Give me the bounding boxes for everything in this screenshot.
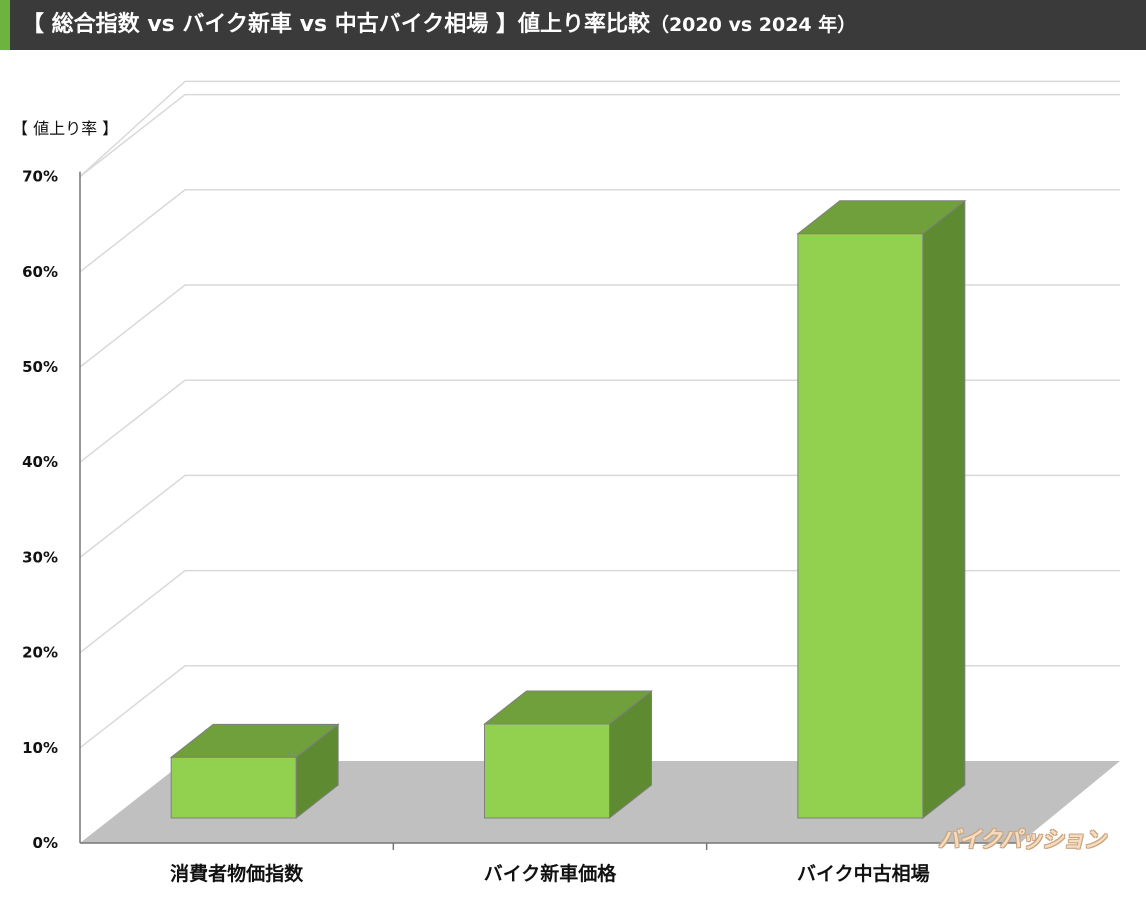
gridline: [79, 93, 1120, 178]
bar-side: [922, 199, 966, 820]
gridline: [79, 189, 1120, 273]
x-tick-label: 消費者物価指数: [170, 862, 304, 885]
x-tick-label: バイク中古相場: [797, 862, 930, 885]
y-tick-label: 20%: [22, 644, 58, 662]
y-tick-label: 50%: [22, 358, 58, 376]
gridline: [79, 80, 1120, 178]
y-tick-label: 60%: [22, 263, 58, 281]
y-tick-label: 40%: [22, 453, 58, 471]
bar: [170, 756, 297, 819]
watermark-logo: バイクパッション: [938, 828, 1105, 853]
y-tick-label: 10%: [22, 739, 58, 757]
chart-header: 【 総合指数 vs バイク新車 vs 中古バイク相場 】値上り率比較（2020 …: [0, 0, 1146, 50]
chart-title: 【 総合指数 vs バイク新車 vs 中古バイク相場 】値上り率比較（2020 …: [22, 0, 856, 50]
chart-title-suffix: （2020 vs 2024 年）: [649, 14, 857, 36]
bar: [484, 723, 610, 819]
y-tick-label: 30%: [22, 548, 58, 566]
y-tick-label: 70%: [22, 168, 58, 186]
y-tick-label: 0%: [33, 834, 58, 852]
header-accent-bar: [0, 0, 10, 50]
x-tick-label: バイク新車価格: [484, 862, 618, 885]
chart-title-main: 【 総合指数 vs バイク新車 vs 中古バイク相場 】値上り率比較: [22, 12, 650, 37]
bar: [797, 233, 924, 819]
y-axis-label: 【 値上り率 】: [12, 119, 119, 138]
